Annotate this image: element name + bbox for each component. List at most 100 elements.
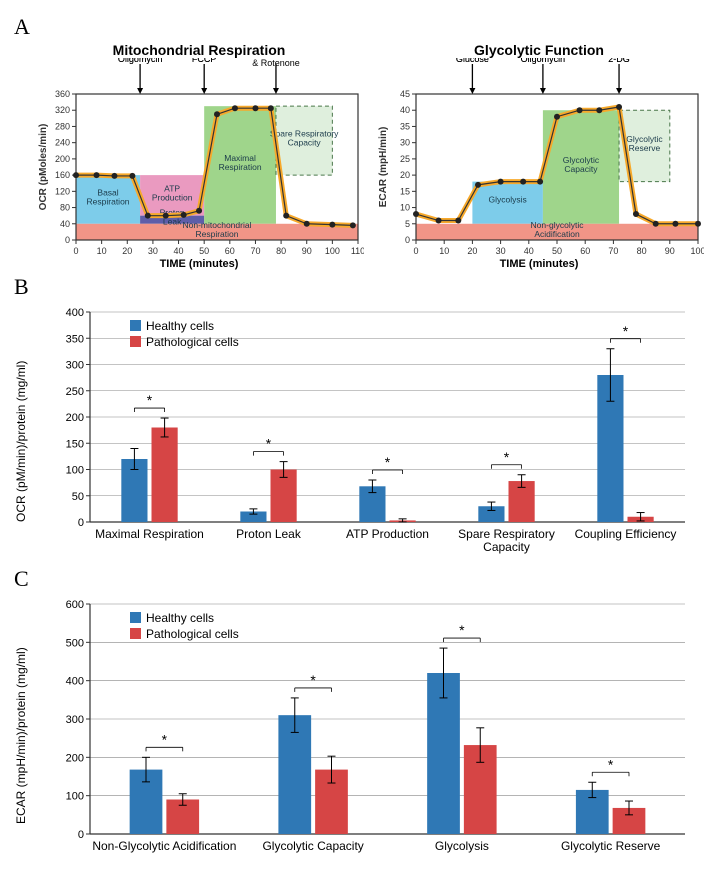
panel-b-ylabel: OCR (pM/min)/protein (mg/ml) [14,361,28,522]
svg-text:200: 200 [66,412,84,424]
svg-text:*: * [504,449,510,465]
panel-b-chart: 050100150200250300350400*Maximal Respira… [50,302,695,562]
svg-text:80: 80 [637,246,647,256]
svg-text:Coupling Efficiency: Coupling Efficiency [575,527,677,541]
svg-text:Respiration: Respiration [219,162,262,172]
svg-text:FCCP: FCCP [192,58,217,64]
svg-text:90: 90 [302,246,312,256]
svg-text:*: * [623,323,629,339]
svg-text:80: 80 [276,246,286,256]
svg-text:Oligomycin: Oligomycin [118,58,163,64]
svg-text:0: 0 [78,517,84,529]
svg-text:30: 30 [148,246,158,256]
svg-text:80: 80 [60,203,70,213]
svg-text:Glycolytic Capacity: Glycolytic Capacity [262,839,363,853]
svg-text:Proton Leak: Proton Leak [236,527,302,541]
svg-text:90: 90 [665,246,675,256]
svg-text:110: 110 [351,246,364,256]
svg-text:0: 0 [65,235,70,245]
svg-text:150: 150 [66,438,84,450]
svg-text:*: * [162,731,168,747]
svg-text:40: 40 [524,246,534,256]
svg-text:Healthy cells: Healthy cells [146,611,214,625]
svg-text:Capacity: Capacity [564,164,598,174]
svg-text:120: 120 [55,186,70,196]
svg-text:ECAR (mpH/min): ECAR (mpH/min) [378,127,389,208]
svg-text:20: 20 [122,246,132,256]
svg-text:0: 0 [405,235,410,245]
svg-text:Glucose: Glucose [456,58,489,64]
panel-letter-b: B [14,274,705,300]
svg-text:360: 360 [55,89,70,99]
svg-text:10: 10 [97,246,107,256]
svg-text:200: 200 [66,752,84,764]
svg-text:100: 100 [325,246,340,256]
svg-text:*: * [385,454,391,470]
svg-text:Spare Respiratory: Spare Respiratory [458,527,555,541]
svg-text:250: 250 [66,386,84,398]
svg-text:*: * [266,436,272,452]
panel-c-chart: 0100200300400500600*Non-Glycolytic Acidi… [50,594,695,874]
svg-text:50: 50 [199,246,209,256]
schematic-ecar: Glycolytic Function 01020304050607080901… [374,42,704,270]
svg-text:20: 20 [400,170,410,180]
svg-text:70: 70 [608,246,618,256]
svg-text:240: 240 [55,138,70,148]
svg-text:*: * [310,672,316,688]
svg-text:100: 100 [690,246,704,256]
svg-text:40: 40 [174,246,184,256]
svg-text:2-DG: 2-DG [608,58,630,64]
svg-text:400: 400 [66,307,84,319]
svg-text:10: 10 [400,203,410,213]
panel-c-ylabel: ECAR (mpH/min)/protein (mg/ml) [14,647,28,824]
svg-text:Pathological cells: Pathological cells [146,627,239,641]
svg-text:Maximal Respiration: Maximal Respiration [95,527,204,541]
svg-text:60: 60 [580,246,590,256]
svg-text:30: 30 [400,138,410,148]
svg-text:100: 100 [66,791,84,803]
svg-text:Capacity: Capacity [483,540,530,554]
ecar-xlabel: TIME (minutes) [374,258,704,270]
panel-b-container: OCR (pM/min)/protein (mg/ml) 05010015020… [10,302,705,562]
svg-text:*: * [147,392,153,408]
ecar-title: Glycolytic Function [374,42,704,58]
svg-text:Glycolysis: Glycolysis [489,195,527,205]
svg-text:50: 50 [72,491,84,503]
svg-text:500: 500 [66,637,84,649]
svg-text:5: 5 [405,219,410,229]
svg-text:300: 300 [66,714,84,726]
svg-text:40: 40 [400,105,410,115]
svg-text:15: 15 [400,186,410,196]
svg-text:0: 0 [413,246,418,256]
svg-text:45: 45 [400,89,410,99]
ocr-plot: 0102030405060708090100110040801201602002… [34,58,364,258]
svg-text:50: 50 [552,246,562,256]
svg-text:350: 350 [66,333,84,345]
svg-text:OCR (pMoles/min): OCR (pMoles/min) [38,124,49,211]
svg-text:Pathological cells: Pathological cells [146,335,239,349]
svg-text:*: * [459,622,465,638]
svg-text:& Rotenone: & Rotenone [252,58,300,68]
svg-text:600: 600 [66,599,84,611]
svg-text:Glycolytic Reserve: Glycolytic Reserve [561,839,661,853]
schematic-ocr: Mitochondrial Respiration 01020304050607… [34,42,364,270]
svg-text:Respiration: Respiration [87,196,130,206]
svg-text:20: 20 [467,246,477,256]
svg-text:Production: Production [152,192,193,202]
svg-text:160: 160 [55,170,70,180]
svg-text:Reserve: Reserve [629,143,661,153]
svg-text:0: 0 [73,246,78,256]
svg-text:Healthy cells: Healthy cells [146,319,214,333]
svg-text:320: 320 [55,105,70,115]
ocr-xlabel: TIME (minutes) [34,258,364,270]
panel-a-row: Mitochondrial Respiration 01020304050607… [10,42,705,270]
svg-text:40: 40 [60,219,70,229]
svg-text:200: 200 [55,154,70,164]
svg-text:Capacity: Capacity [288,138,322,148]
svg-text:400: 400 [66,676,84,688]
panel-c-container: ECAR (mpH/min)/protein (mg/ml) 0 100 200 30… [10,594,705,874]
ocr-title: Mitochondrial Respiration [34,42,364,58]
svg-text:0: 0 [78,829,84,841]
svg-text:*: * [608,756,614,772]
svg-text:Glycolysis: Glycolysis [435,839,489,853]
